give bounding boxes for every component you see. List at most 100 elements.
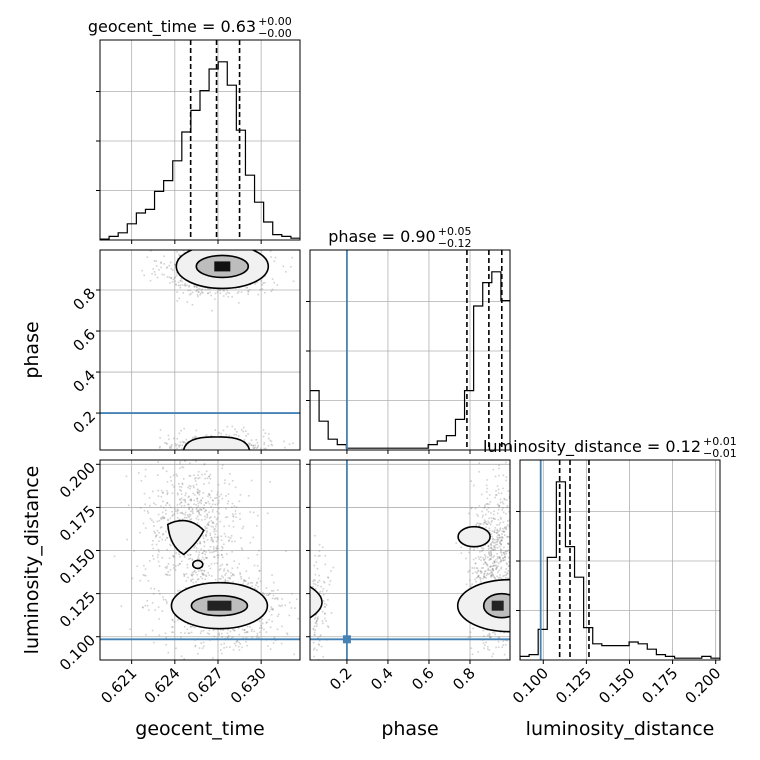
sample-point (176, 443, 178, 446)
sample-point (228, 292, 231, 294)
sample-point (166, 548, 169, 551)
sample-point (510, 520, 512, 522)
sample-point (272, 607, 274, 610)
sample-point (153, 587, 156, 590)
sample-point (184, 492, 187, 495)
sample-point (181, 511, 183, 514)
sample-point (159, 445, 161, 448)
sample-point (497, 508, 500, 511)
sample-point (172, 555, 175, 557)
sample-point (225, 572, 227, 575)
sample-point (277, 589, 279, 591)
sample-point (488, 635, 491, 637)
sample-point (507, 578, 510, 580)
sample-point (184, 498, 186, 501)
y-tick-label: 0.8 (69, 284, 99, 314)
sample-point (489, 558, 492, 560)
axes-frame (309, 249, 511, 451)
sample-point (515, 542, 517, 544)
sample-point (505, 512, 507, 515)
sample-point (125, 475, 128, 478)
sample-point (494, 527, 497, 529)
sample-point (260, 624, 262, 627)
sample-point (483, 635, 485, 637)
sample-point (196, 491, 199, 493)
sample-point (177, 619, 179, 621)
sample-point (240, 577, 243, 580)
sample-point (227, 536, 230, 538)
sample-point (501, 646, 504, 649)
sample-point (191, 574, 193, 576)
sample-point (213, 238, 215, 240)
sample-point (486, 645, 489, 648)
sample-point (237, 645, 240, 648)
sample-point (482, 563, 485, 565)
sample-point (203, 573, 205, 576)
sample-point (207, 288, 209, 291)
sample-point (180, 277, 183, 280)
sample-point (204, 288, 207, 291)
sample-point (202, 492, 204, 494)
sample-point (498, 569, 500, 572)
sample-point (214, 533, 217, 536)
sample-point (518, 491, 520, 493)
sample-point (163, 263, 166, 265)
sample-point (231, 502, 234, 505)
sample-point (222, 429, 225, 432)
sample-point (220, 493, 223, 496)
sample-point (198, 512, 200, 514)
sample-point (482, 629, 485, 632)
sample-point (226, 563, 228, 566)
sample-point (184, 494, 187, 497)
sample-point (516, 554, 518, 556)
sample-point (526, 598, 528, 600)
sample-point (209, 516, 212, 518)
sample-point (278, 604, 280, 607)
sample-point (151, 458, 153, 460)
sample-point (234, 513, 237, 515)
sample-point (245, 570, 248, 572)
sample-point (127, 504, 130, 507)
sample-point (216, 547, 218, 550)
sample-point (259, 569, 261, 572)
sample-point (179, 247, 181, 249)
sample-point (253, 587, 256, 589)
sample-point (201, 552, 204, 555)
sample-point (323, 581, 326, 584)
sample-point (265, 587, 268, 589)
sample-point (153, 271, 156, 273)
y-tick-label: 0.175 (56, 502, 99, 545)
sample-point (211, 538, 214, 541)
sample-point (488, 559, 491, 561)
sample-point (213, 516, 216, 518)
sample-point (181, 560, 183, 563)
sample-point (474, 562, 477, 565)
sample-point (253, 630, 256, 633)
sample-point (517, 595, 519, 597)
sample-point (214, 528, 216, 530)
sample-point (227, 500, 230, 503)
sample-point (200, 502, 203, 505)
sample-point (229, 245, 231, 247)
sample-point (259, 627, 261, 629)
sample-point (484, 522, 487, 525)
sample-point (198, 509, 201, 511)
sample-point (490, 550, 492, 553)
sample-point (284, 270, 287, 273)
sample-point (486, 523, 488, 525)
sample-point (472, 558, 475, 561)
sample-point (477, 576, 479, 578)
sample-point (192, 492, 195, 495)
sample-point (200, 630, 203, 632)
y-axis-label-luminosity_distance: luminosity_distance (21, 466, 43, 655)
sample-point (238, 563, 241, 565)
sample-point (322, 655, 325, 658)
sample-point (460, 546, 462, 549)
sample-point (205, 551, 207, 553)
sample-point (494, 518, 496, 520)
sample-point (192, 581, 195, 584)
sample-point (485, 502, 488, 505)
sample-point (507, 543, 510, 545)
sample-point (153, 524, 155, 527)
sample-point (490, 543, 492, 545)
